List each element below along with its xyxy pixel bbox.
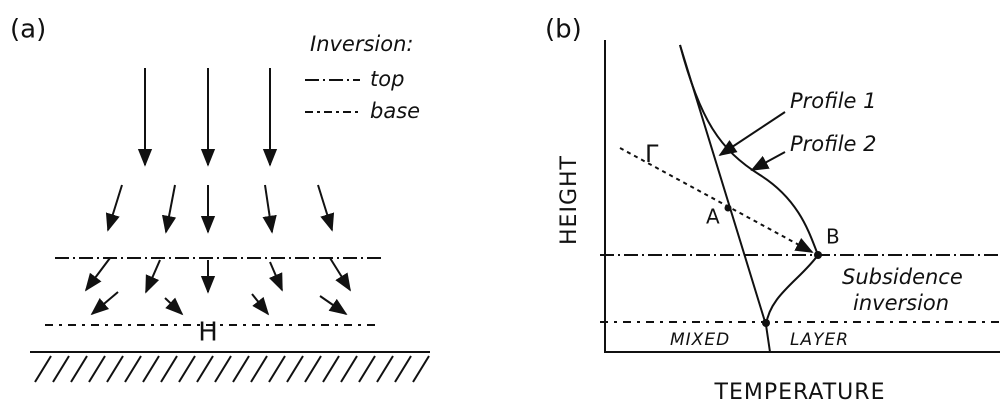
profile-2-pointer — [750, 151, 786, 171]
ground-hatch — [34, 355, 430, 383]
panel-b: (b) HEIGHT TEMPERATURE Profile 1 Profile… — [545, 15, 1000, 405]
subsidence-arrows — [84, 68, 351, 316]
legend-top: top — [370, 67, 404, 91]
point-b — [814, 251, 822, 259]
point-a-label: A — [706, 205, 720, 229]
mixed-layer-label-2: LAYER — [790, 330, 849, 350]
panel-a: (a) Inversion: top base H — [10, 15, 430, 383]
profile-1-pointer — [718, 111, 786, 156]
profile-2-curve — [679, 44, 820, 326]
point-b-label: B — [826, 225, 840, 249]
mixed-layer-label-1: MIXED — [670, 330, 730, 350]
x-axis-label: TEMPERATURE — [714, 380, 886, 405]
mixed-top — [762, 319, 770, 327]
legend-title: Inversion: — [310, 32, 414, 56]
panel-label: (b) — [545, 15, 582, 45]
profile-2-label: Profile 2 — [790, 132, 877, 156]
panel-label: (a) — [10, 15, 46, 45]
point-a — [724, 204, 732, 212]
y-axis-label: HEIGHT — [557, 155, 582, 245]
lapse-rate-label: Γ — [645, 140, 659, 168]
inversion-label-2: inversion — [853, 291, 949, 315]
legend-base: base — [370, 99, 420, 123]
inversion-label-1: Subsidence — [842, 265, 963, 289]
profile-1-label: Profile 1 — [790, 89, 877, 113]
high-pressure-label: H — [198, 318, 218, 348]
